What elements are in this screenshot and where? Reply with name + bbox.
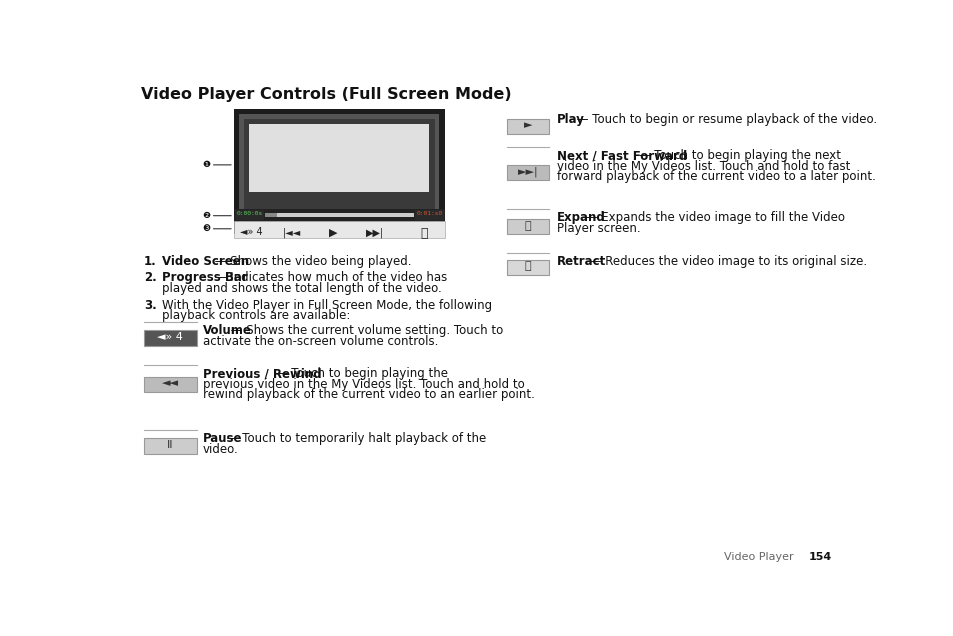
Text: ◄◄: ◄◄ [162,378,179,389]
Text: — Expands the video image to fill the Video: — Expands the video image to fill the Vi… [581,211,843,224]
Text: video in the My Videos list. Touch and hold to fast: video in the My Videos list. Touch and h… [557,160,850,173]
Text: — Shows the video being played.: — Shows the video being played. [211,255,411,268]
Text: Previous / Rewind: Previous / Rewind [203,368,321,380]
Text: Play: Play [557,113,584,125]
Text: — Touch to begin playing the next: — Touch to begin playing the next [634,149,840,162]
Text: 154: 154 [808,552,831,562]
Bar [265,212,414,218]
Text: activate the on-screen volume controls.: activate the on-screen volume controls. [203,335,437,348]
Text: — Reduces the video image to its original size.: — Reduces the video image to its origina… [585,255,866,268]
Text: 2.: 2. [144,271,156,284]
Bar [144,438,196,453]
Text: |◄◄: |◄◄ [283,227,301,238]
Bar [233,209,444,221]
Text: Pause: Pause [203,432,242,445]
Text: With the Video Player in Full Screen Mode, the following: With the Video Player in Full Screen Mod… [162,299,492,312]
Text: 1.: 1. [144,255,156,268]
Text: — Touch to temporarily halt playback of the: — Touch to temporarily halt playback of … [223,432,486,445]
Text: playback controls are available:: playback controls are available: [162,309,350,322]
Bar [506,119,549,134]
Text: ❷: ❷ [202,211,210,220]
Text: previous video in the My Videos list. Touch and hold to: previous video in the My Videos list. To… [203,378,524,391]
Text: Next / Fast Forward: Next / Fast Forward [557,149,687,162]
Text: ►►|: ►►| [517,167,537,177]
Text: Player screen.: Player screen. [557,221,640,235]
Text: Progress Bar: Progress Bar [162,271,248,284]
Text: Video Player Controls (Full Screen Mode): Video Player Controls (Full Screen Mode) [141,87,511,102]
Bar [234,209,264,220]
Text: Volume: Volume [203,324,252,337]
Text: Video Player: Video Player [723,552,793,562]
Text: ❸: ❸ [202,225,210,233]
Bar [233,221,444,238]
Text: 3.: 3. [144,299,156,312]
Text: played and shows the total length of the video.: played and shows the total length of the… [162,282,441,294]
Bar [415,209,443,220]
Text: ►: ► [523,121,532,130]
Text: 0:01:s0: 0:01:s0 [416,211,442,216]
Text: Retract: Retract [557,255,606,268]
Text: Expand: Expand [557,211,605,224]
Text: — Touch to begin playing the: — Touch to begin playing the [273,368,448,380]
Bar [233,109,444,234]
Bar [506,219,549,234]
Text: — Touch to begin or resume playback of the video.: — Touch to begin or resume playback of t… [573,113,877,125]
Text: 0:00:0s: 0:00:0s [236,211,262,216]
Text: forward playback of the current video to a later point.: forward playback of the current video to… [557,170,875,183]
Bar [249,124,429,192]
Text: — Indicates how much of the video has: — Indicates how much of the video has [211,271,447,284]
Text: ❶: ❶ [202,160,210,169]
Text: Video Screen: Video Screen [162,255,249,268]
Text: II: II [167,440,173,450]
Text: ▶▶|: ▶▶| [366,227,384,238]
Bar [239,114,439,229]
Text: ◄» 4: ◄» 4 [157,333,183,342]
Bar [265,212,276,218]
Bar [506,165,549,180]
Text: ⤢: ⤢ [524,261,531,272]
Text: video.: video. [203,443,238,455]
Bar [244,119,435,224]
Bar [506,259,549,275]
Text: rewind playback of the current video to an earlier point.: rewind playback of the current video to … [203,389,535,401]
Text: ◄» 4: ◄» 4 [239,227,262,237]
Text: ▶: ▶ [329,227,337,237]
Text: — Shows the current volume setting. Touch to: — Shows the current volume setting. Touc… [227,324,503,337]
Text: ⤢: ⤢ [419,227,427,240]
Bar [144,331,196,346]
Bar [144,377,196,392]
Text: ⤢: ⤢ [524,221,531,231]
